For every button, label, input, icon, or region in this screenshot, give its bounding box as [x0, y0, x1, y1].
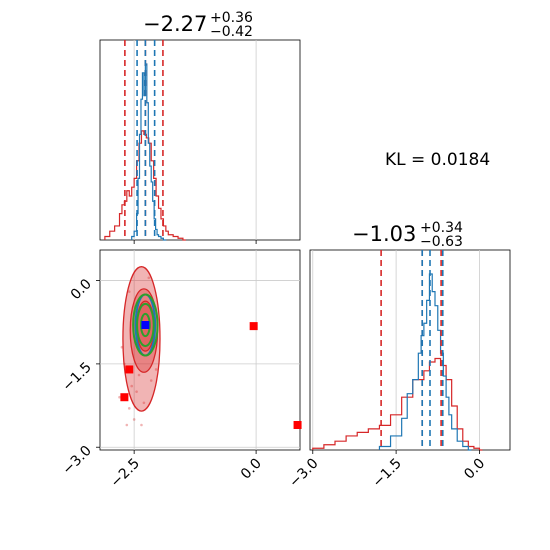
- param2-title-lower: −0.63: [420, 234, 463, 250]
- joint-marker-blue: [141, 321, 150, 329]
- joint-xtick-label: 0.0: [238, 456, 265, 483]
- param1-title-lower: −0.42: [210, 24, 253, 40]
- p1-hist-red: [104, 130, 186, 241]
- joint-scatter: −2.5 0.0 −3.0 −1.5 0.0: [59, 250, 302, 491]
- joint-contour-green: [132, 293, 159, 357]
- joint-sample-point: [118, 395, 121, 399]
- joint-sample-point: [132, 418, 136, 421]
- joint-marker-red: [120, 393, 129, 402]
- panel-joint-frame: [99, 249, 301, 451]
- joint-contour-green: [136, 302, 155, 348]
- joint-marker-red: [125, 365, 134, 374]
- kl-annotation: KL = 0.0184: [385, 150, 490, 170]
- joint-contour-green: [139, 312, 151, 338]
- param2-title-upper: +0.34: [420, 220, 463, 236]
- param2-histogram: −3.0 −1.5 0.0: [286, 250, 488, 491]
- panel-2-frame: [309, 249, 511, 451]
- param1-title-value: −2.27: [143, 12, 207, 36]
- joint-sample-point: [137, 373, 141, 377]
- joint-marker-red: [249, 322, 258, 331]
- joint-ytick-label: −3.0: [59, 443, 94, 478]
- joint-sample-point: [130, 384, 134, 388]
- joint-sample-point: [125, 423, 129, 427]
- param2-title-value: −1.03: [352, 222, 416, 246]
- p2-xtick-label: 0.0: [461, 456, 488, 483]
- joint-sample-point: [147, 276, 151, 280]
- p2-hist-blue: [378, 273, 472, 451]
- panel-1-frame: [99, 39, 301, 241]
- joint-xtick-label: −2.5: [108, 456, 143, 491]
- joint-sample-point: [149, 379, 153, 382]
- joint-sample-point: [135, 390, 138, 393]
- p1-hist-blue: [131, 63, 167, 241]
- joint-ytick-label: 0.0: [68, 276, 95, 303]
- param1-title-upper: +0.36: [210, 10, 253, 26]
- joint-sample-point: [154, 368, 158, 371]
- joint-sample-point: [140, 423, 143, 427]
- joint-sample-point: [127, 290, 131, 293]
- joint-contour-red: [122, 266, 161, 412]
- p2-xtick-label: −1.5: [370, 456, 405, 491]
- joint-sample-point: [142, 401, 146, 405]
- p2-xtick-label: −3.0: [286, 456, 321, 491]
- param2-title: −1.03 +0.34 −0.63: [352, 220, 463, 250]
- joint-ytick-label: −1.5: [59, 359, 94, 394]
- param1-title: −2.27 +0.36 −0.42: [143, 10, 253, 40]
- param1-histogram: [104, 40, 257, 244]
- joint-marker-red: [293, 421, 302, 429]
- joint-sample-point: [127, 407, 131, 410]
